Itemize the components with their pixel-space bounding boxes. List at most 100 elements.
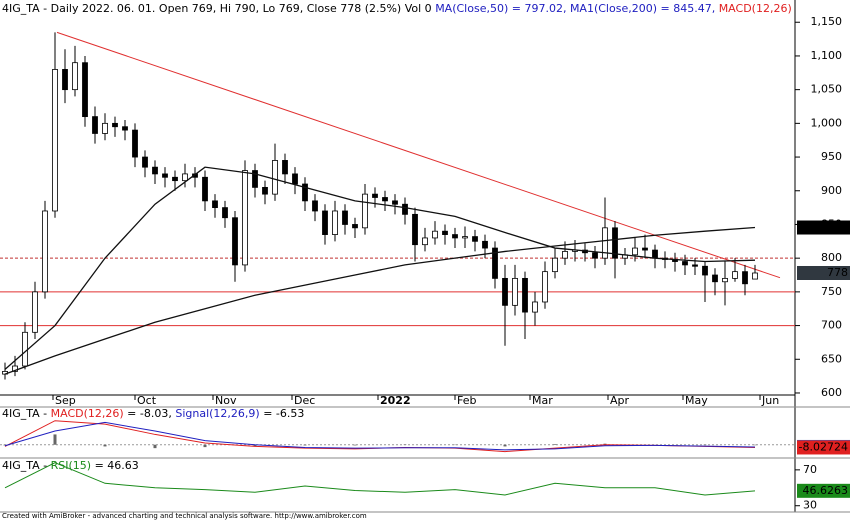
candle-body <box>12 365 18 372</box>
candle-body <box>652 249 658 259</box>
x-tick-label: Mar <box>532 394 553 407</box>
y-tick-label: 800 <box>821 251 842 264</box>
signal-line <box>4 421 756 451</box>
candle-body <box>142 156 148 168</box>
axes: 6006507007508008509009501,0001,0501,1001… <box>52 15 850 512</box>
x-tick-label: 2022 <box>380 394 411 407</box>
macd-histogram <box>3 444 7 446</box>
candle-body <box>342 210 348 225</box>
candle-body <box>632 247 638 256</box>
candle-body <box>82 62 88 118</box>
y-tick-label: 1,100 <box>811 49 843 62</box>
header-part: 4IG_TA - Daily 2022. 06. 01. Open 769, H… <box>2 2 435 15</box>
x-tick-label: Sep <box>55 394 76 407</box>
candle-body <box>452 234 458 239</box>
price-tag-label: 845.475 <box>803 221 849 234</box>
candle-body <box>202 176 208 202</box>
x-tick-label: Jun <box>761 394 779 407</box>
candle-body <box>742 271 748 285</box>
y-tick-label: 1,150 <box>811 15 843 28</box>
candle-body <box>62 69 68 91</box>
candle-body <box>592 252 598 259</box>
ma-line <box>4 166 756 370</box>
candle-body <box>182 173 188 182</box>
candle-body <box>732 271 738 279</box>
candle-body <box>102 122 108 134</box>
x-tick-label: Feb <box>457 394 476 407</box>
candle-body <box>462 236 468 239</box>
macd-histogram <box>203 444 207 448</box>
candle-body <box>412 213 418 246</box>
header-part: MACD(12,26) = -8.03, <box>719 2 844 15</box>
candle-body <box>702 265 708 276</box>
macd-histogram <box>303 444 307 446</box>
candle-body <box>362 193 368 229</box>
candle-body <box>172 176 178 182</box>
candle-body <box>422 237 428 246</box>
candle-body <box>22 331 28 367</box>
candle-body <box>112 122 118 128</box>
candle-body <box>552 257 558 273</box>
macd-histogram <box>753 444 757 446</box>
header-part: RSI(15) <box>51 459 91 472</box>
header: 4IG_TA - MACD(12,26) = -8.03, Signal(12,… <box>2 407 304 420</box>
header: 4IG_TA - RSI(15) = 46.63 <box>2 459 139 472</box>
macd-histogram <box>503 444 507 447</box>
x-tick-label: Dec <box>294 394 315 407</box>
macd-histogram <box>103 444 107 447</box>
x-tick-label: Oct <box>137 394 157 407</box>
candle-body <box>502 277 508 306</box>
price-tag <box>797 483 850 498</box>
candle-body <box>162 173 168 178</box>
y-tick-label: 1,050 <box>811 83 843 96</box>
y-tick-label: 70 <box>803 463 817 476</box>
candle-body <box>262 186 268 195</box>
price-tag <box>797 220 850 235</box>
candle-body <box>222 207 228 219</box>
candle-body <box>512 277 518 306</box>
y-tick-label: 700 <box>821 319 842 332</box>
candle-body <box>152 166 158 175</box>
candle-body <box>642 247 648 251</box>
candle-body <box>402 203 408 215</box>
rsi-line <box>4 462 756 496</box>
candle-body <box>352 224 358 229</box>
macd-histogram <box>253 444 257 447</box>
header-part: = -8.03, <box>124 407 176 420</box>
x-tick-label: May <box>685 394 708 407</box>
candle-body <box>122 126 128 131</box>
header-part: = 46.63 <box>91 459 139 472</box>
x-tick-label: Nov <box>215 394 237 407</box>
y-tick-label: 750 <box>821 285 842 298</box>
candle-body <box>332 210 338 235</box>
header-part: MA1(Close,200) = 845.47, <box>570 2 719 15</box>
plot: 4IG_TA - Daily 2022. 06. 01. Open 769, H… <box>0 2 844 496</box>
macd-histogram <box>53 434 57 445</box>
y-tick-label: 30 <box>803 499 817 512</box>
candle-body <box>722 277 728 283</box>
price-tag-label: 46.6263 <box>803 484 849 497</box>
candle-body <box>432 230 438 239</box>
header-part: 4IG_TA - <box>2 459 51 472</box>
candle-body <box>272 160 278 195</box>
candle-body <box>42 210 48 293</box>
header-part: MACD(12,26) <box>51 407 124 420</box>
header-part: Signal(12,26,9) <box>175 407 259 420</box>
candle-body <box>212 200 218 209</box>
candle-body <box>562 251 568 259</box>
candle-body <box>292 173 298 185</box>
candle-body <box>92 116 98 134</box>
candle-body <box>682 261 688 266</box>
y-tick-label: 1,000 <box>811 116 843 129</box>
candle-body <box>382 197 388 202</box>
candle-body <box>132 129 138 158</box>
candle-body <box>612 227 618 259</box>
candle-body <box>252 170 258 188</box>
candle-body <box>482 240 488 249</box>
candle-body <box>602 227 608 259</box>
candle-body <box>232 217 238 266</box>
ma-line <box>4 226 756 375</box>
price-tag-label: 778 <box>827 266 848 279</box>
footer: Created with AmiBroker - advanced charti… <box>2 512 367 520</box>
